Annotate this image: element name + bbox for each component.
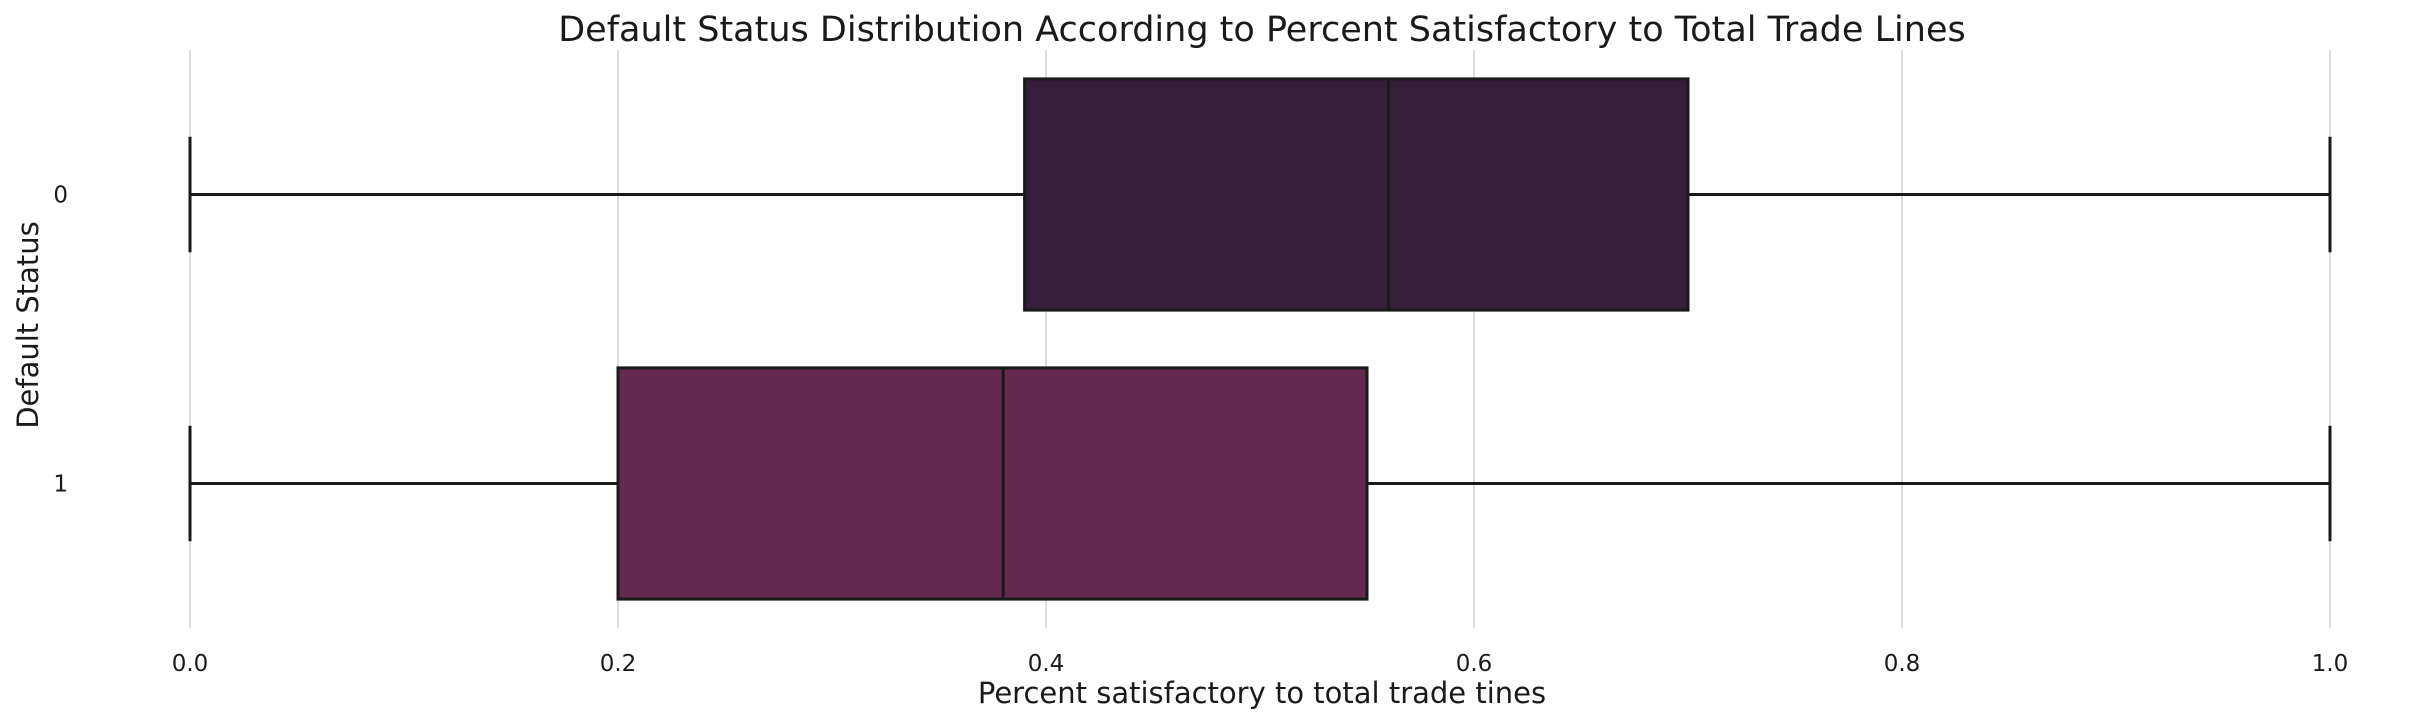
x-tick-label: 0.0 xyxy=(172,651,209,677)
x-tick-labels: 0.0 0.2 0.4 0.6 0.8 1.0 xyxy=(172,651,2349,677)
x-tick-label: 0.6 xyxy=(1456,651,1493,677)
x-tick-label: 0.4 xyxy=(1028,651,1065,677)
x-tick-label: 0.2 xyxy=(600,651,637,677)
y-tick-label: 1 xyxy=(53,472,68,498)
x-tick-label: 1.0 xyxy=(2312,651,2349,677)
iqr-box xyxy=(1023,77,1690,312)
y-tick-label: 0 xyxy=(53,183,68,209)
y-axis-label: Default Status xyxy=(11,221,45,429)
box-category-1 xyxy=(188,366,2332,601)
box-plots xyxy=(188,77,2332,601)
y-tick-labels: 01 xyxy=(53,183,68,498)
chart-title: Default Status Distribution According to… xyxy=(558,10,1966,50)
box-category-0 xyxy=(188,77,2332,312)
x-tick-label: 0.8 xyxy=(1884,651,1921,677)
iqr-box xyxy=(616,366,1369,601)
x-axis-label: Percent satisfactory to total trade tine… xyxy=(978,676,1546,710)
